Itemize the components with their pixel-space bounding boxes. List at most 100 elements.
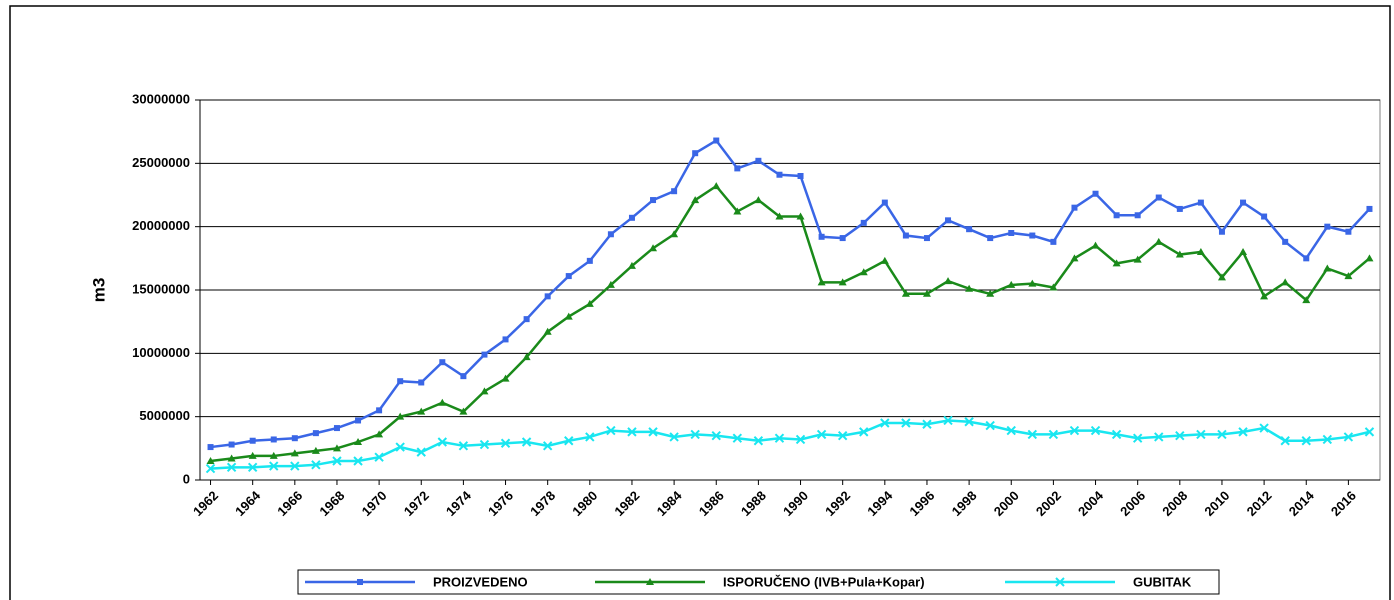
data-point bbox=[418, 379, 425, 386]
data-point bbox=[522, 353, 531, 361]
data-point bbox=[627, 427, 637, 437]
data-point bbox=[1154, 237, 1163, 245]
data-point bbox=[312, 430, 319, 437]
data-point bbox=[396, 412, 405, 420]
data-point bbox=[439, 359, 446, 366]
data-point bbox=[986, 289, 995, 297]
data-point bbox=[880, 256, 889, 264]
data-point bbox=[944, 277, 953, 285]
data-point bbox=[670, 230, 679, 238]
series-line bbox=[210, 184, 1371, 463]
data-point bbox=[966, 226, 973, 233]
data-point bbox=[650, 197, 657, 204]
data-point bbox=[481, 351, 488, 358]
data-point bbox=[816, 429, 827, 440]
data-point bbox=[606, 425, 616, 436]
data-point bbox=[732, 433, 743, 443]
data-point bbox=[838, 278, 847, 286]
data-point bbox=[207, 444, 214, 451]
data-point bbox=[247, 462, 258, 473]
data-point bbox=[774, 433, 785, 443]
data-point bbox=[627, 261, 636, 269]
data-point bbox=[206, 457, 215, 464]
data-point bbox=[1175, 250, 1184, 258]
data-point bbox=[395, 442, 405, 452]
data-point bbox=[1175, 430, 1185, 441]
data-point bbox=[1280, 436, 1290, 446]
data-point bbox=[1070, 254, 1079, 262]
data-point bbox=[1261, 213, 1268, 220]
data-point bbox=[606, 280, 615, 288]
data-point bbox=[859, 268, 868, 276]
data-point bbox=[1344, 272, 1353, 280]
data-point bbox=[521, 437, 532, 447]
data-point bbox=[1090, 425, 1101, 436]
data-point bbox=[607, 231, 614, 238]
data-point bbox=[711, 430, 721, 441]
data-point bbox=[1112, 259, 1121, 267]
data-point bbox=[437, 437, 448, 447]
data-point bbox=[734, 165, 741, 172]
data-point bbox=[733, 207, 742, 215]
data-point bbox=[1028, 279, 1037, 287]
data-point bbox=[1345, 228, 1352, 235]
y-tick-label: 5000000 bbox=[139, 408, 190, 423]
y-tick-label: 10000000 bbox=[132, 345, 190, 360]
legend-marker bbox=[1055, 577, 1065, 587]
data-point bbox=[818, 233, 825, 240]
data-point bbox=[374, 452, 384, 462]
data-point bbox=[1113, 212, 1120, 219]
data-point bbox=[1133, 255, 1142, 263]
data-point bbox=[1364, 427, 1375, 437]
y-tick-label: 0 bbox=[183, 471, 190, 486]
data-point bbox=[565, 273, 572, 280]
data-point bbox=[500, 438, 511, 448]
data-point bbox=[311, 446, 320, 454]
data-point bbox=[1240, 199, 1247, 206]
data-point bbox=[1071, 204, 1078, 211]
data-point bbox=[458, 441, 469, 451]
data-point bbox=[648, 427, 658, 437]
data-point bbox=[564, 436, 574, 446]
data-point bbox=[776, 171, 783, 178]
data-point bbox=[291, 435, 298, 442]
data-point bbox=[1217, 429, 1227, 440]
series-line bbox=[210, 419, 1370, 470]
data-point bbox=[480, 387, 489, 395]
data-point bbox=[249, 437, 256, 444]
data-point bbox=[922, 419, 932, 429]
y-tick-label: 20000000 bbox=[132, 218, 190, 233]
data-point bbox=[1218, 228, 1225, 235]
data-point bbox=[1217, 273, 1226, 281]
data-point bbox=[755, 157, 762, 164]
data-point bbox=[901, 289, 910, 297]
data-point bbox=[585, 432, 595, 442]
data-point bbox=[1048, 429, 1059, 440]
data-point bbox=[839, 235, 846, 242]
data-point bbox=[354, 438, 363, 445]
data-point bbox=[1197, 199, 1204, 206]
data-point bbox=[690, 429, 700, 440]
data-point bbox=[227, 454, 236, 462]
data-point bbox=[1324, 223, 1331, 230]
data-point bbox=[460, 373, 467, 380]
data-point bbox=[797, 173, 804, 179]
data-point bbox=[438, 398, 447, 406]
data-point bbox=[502, 336, 509, 343]
data-point bbox=[692, 150, 699, 157]
data-point bbox=[1322, 434, 1333, 445]
data-point bbox=[1281, 278, 1290, 286]
data-point bbox=[290, 449, 299, 457]
data-point bbox=[1111, 429, 1122, 440]
data-point bbox=[1008, 230, 1015, 236]
data-point bbox=[671, 188, 678, 195]
data-point bbox=[269, 461, 279, 471]
data-point bbox=[375, 430, 384, 438]
data-point bbox=[1196, 248, 1205, 255]
data-point bbox=[355, 417, 362, 424]
legend-label: GUBITAK bbox=[1133, 574, 1192, 589]
data-point bbox=[669, 432, 679, 442]
data-point bbox=[1301, 436, 1311, 446]
